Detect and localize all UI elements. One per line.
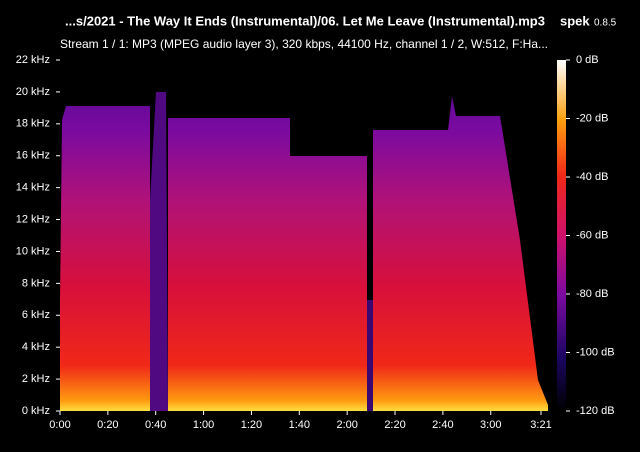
y-tick-label: 8 kHz <box>22 277 50 289</box>
x-tick-label: 2:00 <box>336 419 357 431</box>
y-tick-label: 2 kHz <box>22 373 50 385</box>
x-tick-label: 0:40 <box>145 419 166 431</box>
x-tick-label: 3:21 <box>530 419 551 431</box>
x-tick-label: 3:00 <box>480 419 501 431</box>
colorbar-tick-label: -80 dB <box>576 288 608 300</box>
x-tick-label: 1:40 <box>289 419 310 431</box>
y-tick-label: 10 kHz <box>16 245 50 257</box>
colorbar-tick-label: -20 dB <box>576 112 608 124</box>
y-tick-label: 14 kHz <box>16 182 50 194</box>
x-tick-label: 2:40 <box>432 419 453 431</box>
app-version: 0.8.5 <box>594 18 617 29</box>
x-tick-label: 0:00 <box>49 419 70 431</box>
x-tick-label: 1:20 <box>241 419 262 431</box>
stream-info: Stream 1 / 1: MP3 (MPEG audio layer 3), … <box>60 37 548 51</box>
x-tick-label: 0:20 <box>97 419 118 431</box>
x-tick-label: 1:00 <box>193 419 214 431</box>
y-tick-label: 18 kHz <box>16 118 50 130</box>
colorbar-tick-label: -100 dB <box>576 346 615 358</box>
y-tick-label: 4 kHz <box>22 341 50 353</box>
app-name: spek <box>560 13 590 28</box>
colorbar-tick-label: -40 dB <box>576 171 608 183</box>
colorbar-tick-label: 0 dB <box>576 54 599 66</box>
y-tick-label: 22 kHz <box>16 54 50 66</box>
y-tick-label: 6 kHz <box>22 309 50 321</box>
colorbar-tick-label: -60 dB <box>576 229 608 241</box>
spectrogram-image <box>60 60 548 411</box>
x-tick-label: 2:20 <box>384 419 405 431</box>
colorbar-tick-label: -120 dB <box>576 405 615 417</box>
file-title: ...s/2021 - The Way It Ends (Instrumenta… <box>65 13 545 28</box>
y-tick-label: 20 kHz <box>16 86 50 98</box>
y-tick-label: 12 kHz <box>16 213 50 225</box>
colorbar <box>557 60 566 411</box>
y-tick-label: 16 kHz <box>16 150 50 162</box>
y-tick-label: 0 kHz <box>22 405 50 417</box>
